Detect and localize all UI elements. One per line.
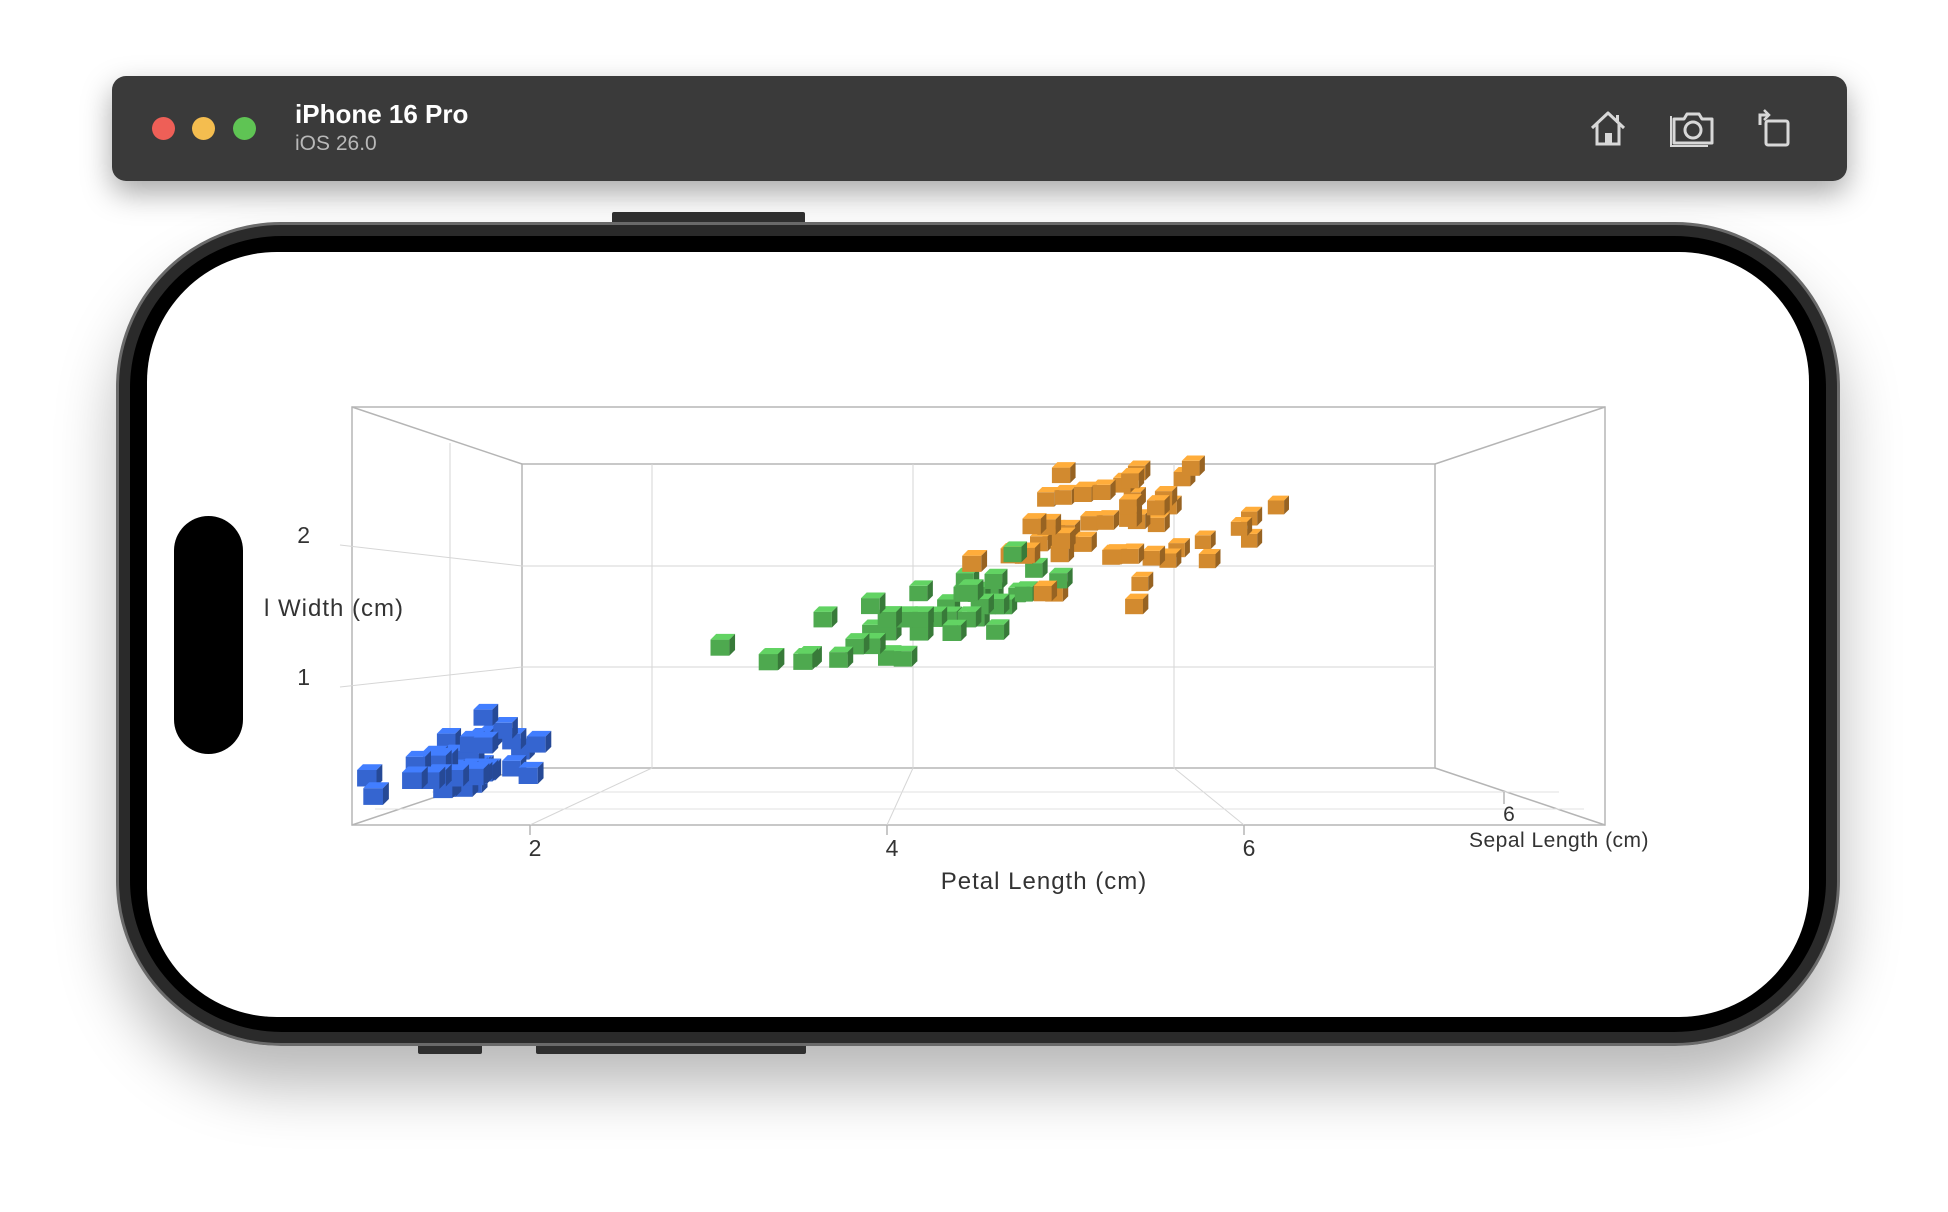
versicolor-point xyxy=(909,580,933,602)
os-version: iOS 26.0 xyxy=(295,132,377,155)
versicolor-point xyxy=(829,646,854,668)
simulator-title-bar: iPhone 16 Pro iOS 26.0 xyxy=(112,76,1847,181)
virginica-point xyxy=(1119,494,1143,515)
z-tick-label: 6 xyxy=(1503,803,1515,826)
versicolor-point xyxy=(984,568,1008,590)
scatter-3d-chart[interactable]: 2 4 6 2 1 6 Petal Length (cm) l Width (c… xyxy=(147,252,1809,1017)
virginica-point xyxy=(962,549,988,572)
setosa-point xyxy=(363,782,389,805)
dynamic-island xyxy=(174,516,243,754)
virginica-point xyxy=(1198,548,1221,569)
y-axis-label: l Width (cm) xyxy=(264,595,404,622)
versicolor-point xyxy=(986,619,1010,640)
setosa-point xyxy=(518,761,544,784)
setosa-point xyxy=(526,730,552,753)
rotate-icon xyxy=(1758,109,1790,147)
virginica-point xyxy=(1230,516,1253,536)
home-icon xyxy=(1590,111,1626,146)
virginica-point xyxy=(1267,495,1289,515)
virginica-point xyxy=(1051,527,1076,549)
versicolor-point xyxy=(893,645,918,667)
setosa-point xyxy=(473,703,499,726)
camera-icon xyxy=(1670,112,1714,147)
virginica-point xyxy=(1125,593,1149,615)
virginica-point xyxy=(1022,513,1047,535)
device-name: iPhone 16 Pro xyxy=(295,99,469,129)
setosa-point xyxy=(464,763,490,786)
virginica-point xyxy=(1181,455,1205,476)
bottom-side-button-3[interactable] xyxy=(686,1043,806,1054)
minimize-window-button[interactable] xyxy=(192,117,215,140)
virginica-point xyxy=(1194,530,1216,549)
setosa-point xyxy=(402,766,428,789)
virginica-point xyxy=(1142,545,1166,566)
virginica-point xyxy=(1054,484,1077,505)
setosa-point xyxy=(473,731,499,754)
bottom-side-button-1[interactable] xyxy=(418,1043,482,1054)
z-axis-label: Sepal Length (cm) xyxy=(1469,829,1649,852)
device-screen[interactable]: 2 4 6 2 1 6 Petal Length (cm) l Width (c… xyxy=(147,252,1809,1017)
versicolor-point xyxy=(861,592,886,615)
virginica-point xyxy=(1121,543,1145,564)
close-window-button[interactable] xyxy=(152,117,175,140)
y-tick-label: 2 xyxy=(297,522,310,548)
chart-frame xyxy=(339,406,1606,835)
home-button[interactable] xyxy=(1582,104,1634,152)
versicolor-point xyxy=(1003,541,1028,563)
virginica-point xyxy=(1147,495,1170,516)
bottom-side-button-2[interactable] xyxy=(536,1043,691,1054)
virginica-point xyxy=(1033,580,1058,602)
virginica-point xyxy=(1121,468,1145,489)
virginica-point xyxy=(1147,512,1170,533)
versicolor-point xyxy=(758,648,784,671)
x-tick-label: 4 xyxy=(886,835,899,861)
rotate-button[interactable] xyxy=(1748,104,1800,152)
zoom-window-button[interactable] xyxy=(233,117,256,140)
versicolor-point xyxy=(942,619,967,641)
versicolor-point xyxy=(1049,567,1073,589)
versicolor-point xyxy=(793,648,819,670)
virginica-point xyxy=(1092,479,1116,501)
screenshot-button[interactable] xyxy=(1667,104,1719,152)
data-points xyxy=(357,455,1289,805)
versicolor-point xyxy=(710,633,736,656)
virginica-point xyxy=(1131,571,1154,592)
versicolor-point xyxy=(909,606,934,628)
x-tick-label: 2 xyxy=(529,835,542,861)
versicolor-point xyxy=(959,579,984,601)
versicolor-point xyxy=(813,606,838,628)
virginica-point xyxy=(1096,510,1120,530)
x-tick-label: 6 xyxy=(1243,835,1256,861)
y-tick-label: 1 xyxy=(297,664,310,690)
virginica-point xyxy=(1051,462,1076,484)
x-axis-label: Petal Length (cm) xyxy=(941,868,1147,895)
top-side-button[interactable] xyxy=(612,212,805,224)
virginica-point xyxy=(1073,531,1097,552)
